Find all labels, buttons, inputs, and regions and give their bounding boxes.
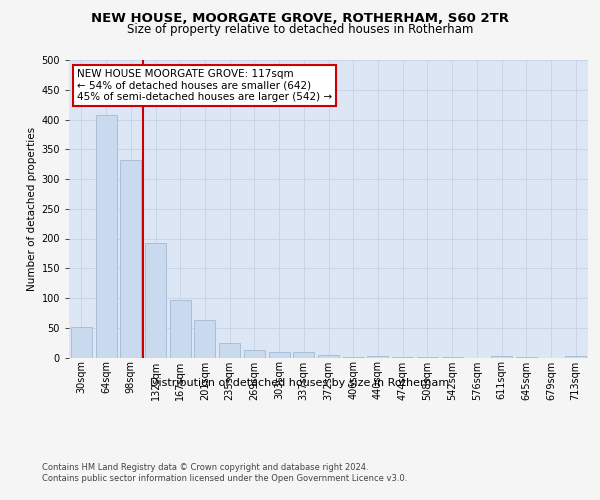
Bar <box>565 356 586 358</box>
Bar <box>516 357 537 358</box>
Bar <box>71 326 92 358</box>
Text: NEW HOUSE, MOORGATE GROVE, ROTHERHAM, S60 2TR: NEW HOUSE, MOORGATE GROVE, ROTHERHAM, S6… <box>91 12 509 26</box>
Text: Distribution of detached houses by size in Rotherham: Distribution of detached houses by size … <box>151 378 449 388</box>
Bar <box>120 160 141 358</box>
Bar <box>145 244 166 358</box>
Bar <box>318 354 339 358</box>
Bar <box>269 352 290 358</box>
Bar <box>343 357 364 358</box>
Bar <box>244 350 265 358</box>
Y-axis label: Number of detached properties: Number of detached properties <box>27 126 37 291</box>
Text: Contains public sector information licensed under the Open Government Licence v3: Contains public sector information licen… <box>42 474 407 483</box>
Bar <box>293 352 314 358</box>
Bar <box>442 357 463 358</box>
Bar <box>491 356 512 358</box>
Bar <box>219 342 240 357</box>
Bar <box>392 357 413 358</box>
Text: Contains HM Land Registry data © Crown copyright and database right 2024.: Contains HM Land Registry data © Crown c… <box>42 462 368 471</box>
Bar <box>170 300 191 358</box>
Bar <box>194 320 215 358</box>
Bar <box>95 116 116 358</box>
Text: NEW HOUSE MOORGATE GROVE: 117sqm
← 54% of detached houses are smaller (642)
45% : NEW HOUSE MOORGATE GROVE: 117sqm ← 54% o… <box>77 69 332 102</box>
Text: Size of property relative to detached houses in Rotherham: Size of property relative to detached ho… <box>127 24 473 36</box>
Bar <box>417 357 438 358</box>
Bar <box>367 356 388 358</box>
